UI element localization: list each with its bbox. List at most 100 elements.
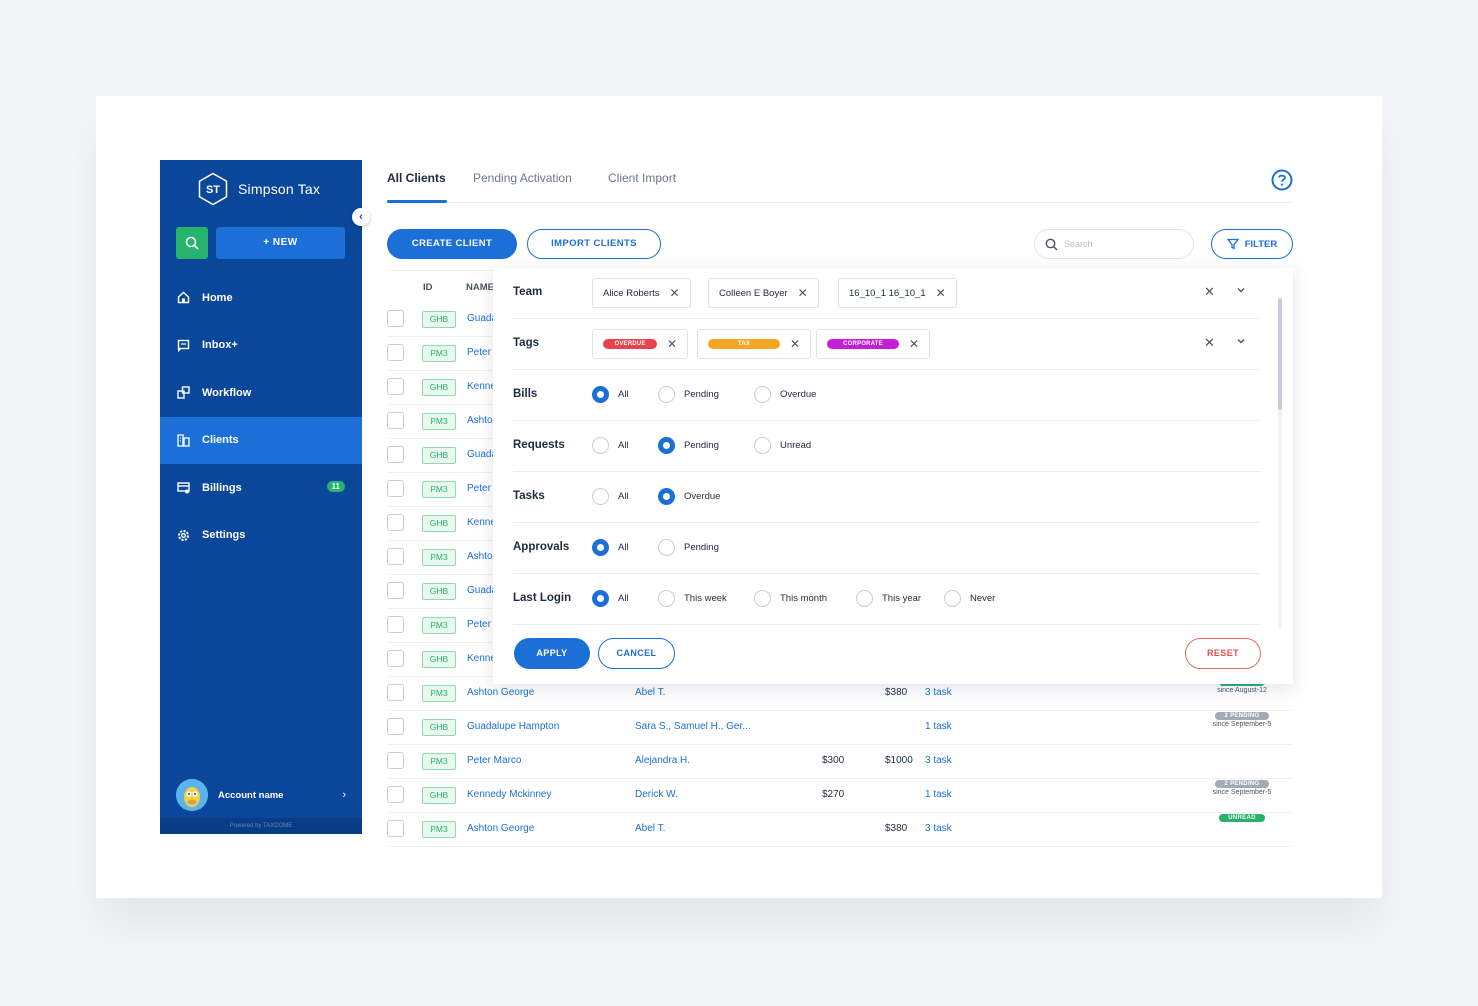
radio-button[interactable] (658, 488, 675, 505)
radio-option[interactable]: Overdue (754, 386, 816, 403)
import-clients-button[interactable]: IMPORT CLIENTS (527, 229, 661, 259)
column-header-id[interactable]: ID (423, 282, 433, 293)
radio-option[interactable]: All (592, 590, 629, 607)
radio-button[interactable] (658, 386, 675, 403)
row-checkbox[interactable] (387, 582, 404, 599)
radio-button[interactable] (592, 437, 609, 454)
remove-icon[interactable]: ✕ (935, 286, 946, 300)
client-name-link[interactable]: Kennedy Mckinney (467, 789, 552, 800)
radio-option[interactable]: Unread (754, 437, 811, 454)
radio-option[interactable]: Never (944, 590, 995, 607)
tasks-link[interactable]: 1 task (925, 721, 952, 732)
scrollbar-thumb[interactable] (1278, 298, 1282, 410)
assignee-link[interactable]: Derick W. (635, 789, 678, 800)
radio-button[interactable] (856, 590, 873, 607)
tasks-link[interactable]: 1 task (925, 789, 952, 800)
radio-option[interactable]: This month (754, 590, 827, 607)
collapse-sidebar-button[interactable]: ‹ (352, 208, 370, 226)
create-client-button[interactable]: CREATE CLIENT (387, 229, 517, 259)
tab-client-import[interactable]: Client Import (608, 171, 677, 185)
tab-all-clients[interactable]: All Clients (387, 171, 446, 185)
radio-option[interactable]: All (592, 386, 629, 403)
sidebar-item-home[interactable]: Home (160, 274, 362, 322)
radio-option[interactable]: Pending (658, 386, 719, 403)
radio-option[interactable]: All (592, 437, 629, 454)
radio-option[interactable]: Pending (658, 539, 719, 556)
help-icon[interactable] (1271, 169, 1293, 196)
radio-button[interactable] (658, 539, 675, 556)
account-menu[interactable]: Account name › (176, 779, 346, 811)
client-name-link[interactable]: Guadalupe Hampton (467, 721, 560, 732)
sidebar-search-button[interactable] (176, 227, 208, 259)
row-checkbox[interactable] (387, 378, 404, 395)
row-checkbox[interactable] (387, 786, 404, 803)
clear-tags-icon[interactable]: ✕ (1204, 335, 1215, 350)
tasks-link[interactable]: 3 task (925, 687, 952, 698)
table-row[interactable]: PM3 Peter Marco Alejandra H. $300 $1000 3 tas… (387, 745, 1293, 779)
radio-button[interactable] (658, 590, 675, 607)
radio-button[interactable] (592, 590, 609, 607)
apply-button[interactable]: APPLY (514, 638, 590, 669)
tag-chip[interactable]: OVERDUE ✕ (592, 329, 689, 359)
table-row[interactable]: GHB Guadalupe Hampton Sara S., Samuel H., … (387, 711, 1293, 745)
radio-option[interactable]: Overdue (658, 488, 720, 505)
cancel-button[interactable]: CANCEL (598, 638, 675, 669)
remove-icon[interactable]: ✕ (790, 337, 801, 351)
tag-chip[interactable]: TAX ✕ (697, 329, 812, 359)
row-checkbox[interactable] (387, 684, 404, 701)
radio-button[interactable] (592, 386, 609, 403)
radio-option[interactable]: This year (856, 590, 921, 607)
row-checkbox[interactable] (387, 480, 404, 497)
sidebar-item-settings[interactable]: Settings (160, 512, 362, 560)
radio-button[interactable] (658, 437, 675, 454)
sidebar-item-billings[interactable]: Billings 11 (160, 464, 362, 512)
remove-icon[interactable]: ✕ (667, 337, 678, 351)
team-chip[interactable]: 16_10_1 16_10_1 ✕ (838, 278, 957, 308)
radio-button[interactable] (944, 590, 961, 607)
sidebar-item-inbox[interactable]: Inbox+ (160, 322, 362, 370)
team-chip[interactable]: Alice Roberts ✕ (592, 278, 691, 308)
remove-icon[interactable]: ✕ (797, 286, 808, 300)
assignee-link[interactable]: Abel T. (635, 687, 666, 698)
team-chip[interactable]: Colleen E Boyer ✕ (708, 278, 819, 308)
row-checkbox[interactable] (387, 616, 404, 633)
scrollbar-track[interactable] (1278, 298, 1282, 628)
tab-pending-activation[interactable]: Pending Activation (473, 171, 572, 185)
remove-icon[interactable]: ✕ (909, 337, 920, 351)
assignee-link[interactable]: Sara S., Samuel H., Ger... (635, 721, 751, 732)
new-button[interactable]: + NEW (216, 227, 345, 259)
row-checkbox[interactable] (387, 820, 404, 837)
search-box[interactable] (1034, 229, 1194, 259)
chevron-down-icon[interactable] (1236, 282, 1246, 300)
row-checkbox[interactable] (387, 752, 404, 769)
assignee-link[interactable]: Abel T. (635, 823, 666, 834)
table-row[interactable]: GHB Kennedy Mckinney Derick W. $270 1 task 2 … (387, 779, 1293, 813)
radio-option[interactable]: All (592, 539, 629, 556)
search-input[interactable] (1064, 239, 1174, 249)
filter-button[interactable]: FILTER (1211, 229, 1293, 259)
row-checkbox[interactable] (387, 514, 404, 531)
row-checkbox[interactable] (387, 718, 404, 735)
row-checkbox[interactable] (387, 344, 404, 361)
remove-icon[interactable]: ✕ (669, 286, 680, 300)
radio-option[interactable]: All (592, 488, 629, 505)
tasks-link[interactable]: 3 task (925, 823, 952, 834)
clear-team-icon[interactable]: ✕ (1204, 284, 1215, 299)
radio-option[interactable]: This week (658, 590, 727, 607)
assignee-link[interactable]: Alejandra H. (635, 755, 691, 766)
sidebar-item-workflow[interactable]: Workflow (160, 369, 362, 417)
sidebar-item-clients[interactable]: Clients (160, 416, 362, 464)
radio-option[interactable]: Pending (658, 437, 719, 454)
row-checkbox[interactable] (387, 310, 404, 327)
row-checkbox[interactable] (387, 548, 404, 565)
reset-button[interactable]: RESET (1185, 638, 1261, 669)
chevron-down-icon[interactable] (1236, 333, 1246, 351)
client-name-link[interactable]: Ashton George (467, 823, 535, 834)
tag-chip[interactable]: CORPORATE ✕ (816, 329, 931, 359)
client-name-link[interactable]: Ashton George (467, 687, 535, 698)
client-name-link[interactable]: Peter Marco (467, 755, 522, 766)
radio-button[interactable] (754, 590, 771, 607)
radio-button[interactable] (754, 437, 771, 454)
brand[interactable]: ST Simpson Tax (196, 172, 320, 206)
